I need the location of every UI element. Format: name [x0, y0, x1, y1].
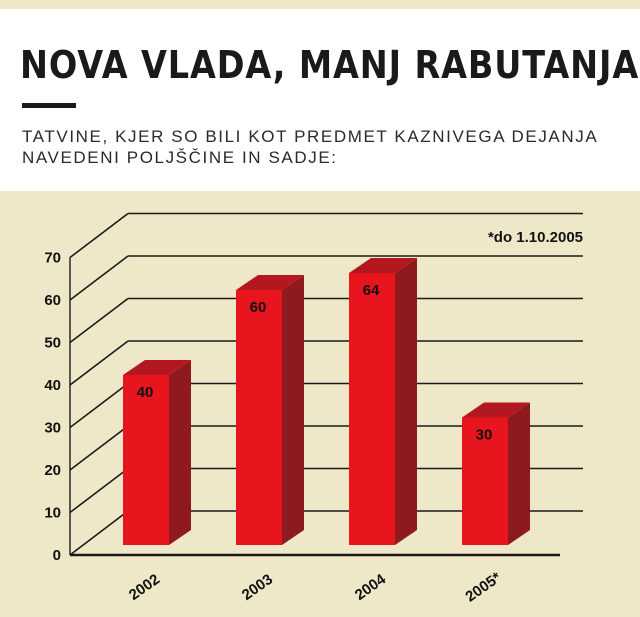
y-tick-label: 20 [44, 462, 61, 479]
bar: 40 [123, 360, 191, 545]
gridline-diagonal [69, 510, 129, 556]
bar-front [462, 417, 508, 545]
x-axis: 2002 2003 2004 2005* [126, 569, 505, 606]
y-tick-label: 10 [44, 505, 61, 522]
bar-top [123, 360, 191, 375]
bar-front [123, 375, 169, 545]
bar-value-label: 40 [137, 384, 154, 401]
title-underline [22, 103, 76, 108]
gridline-diagonal [69, 212, 129, 259]
gridline-diagonal [69, 255, 129, 301]
gridline-diagonal [69, 382, 129, 429]
gridline-diagonal [69, 340, 129, 386]
gridline-diagonal [69, 425, 129, 471]
bar-front [236, 290, 282, 545]
bar: 60 [236, 275, 304, 545]
header: NOVA VLADA, MANJ RABUTANJA TATVINE, KJER… [0, 9, 640, 191]
y-tick-label: 40 [44, 377, 61, 394]
y-tick-label: 50 [44, 335, 61, 352]
y-axis: 0 10 20 30 40 50 60 70 [44, 250, 61, 565]
footnote: *do 1.10.2005 [488, 229, 583, 246]
bar-top [462, 402, 530, 418]
y-tick-label: 70 [44, 250, 61, 267]
bar-top [349, 258, 417, 273]
x-tick-label: 2004 [352, 570, 390, 603]
top-strip [0, 0, 640, 9]
y-tick-label: 0 [53, 547, 61, 564]
y-tick-label: 30 [44, 420, 61, 437]
x-tick-label: 2003 [239, 571, 276, 604]
x-tick-label: 2005* [462, 569, 504, 606]
bar-value-label: 64 [363, 282, 380, 299]
bar-top [236, 275, 304, 290]
chart-subtitle: TATVINE, KJER SO BILI KOT PREDMET KAZNIV… [22, 127, 598, 167]
gridline-diagonal [69, 297, 129, 344]
gridline-diagonal [69, 467, 129, 514]
bar-side [395, 258, 417, 545]
bar-side [282, 275, 304, 545]
bar-value-label: 30 [476, 427, 493, 444]
bar: 64 [349, 258, 417, 545]
x-tick-label: 2002 [126, 571, 163, 604]
y-tick-label: 60 [44, 292, 61, 309]
bar-value-label: 60 [250, 299, 267, 316]
bar-front [349, 273, 395, 545]
bar-side [508, 402, 530, 545]
bar-side [169, 360, 191, 545]
bars: 40 60 64 30 [123, 258, 530, 545]
chart-title: NOVA VLADA, MANJ RABUTANJA [20, 43, 640, 87]
bar: 30 [462, 402, 530, 545]
